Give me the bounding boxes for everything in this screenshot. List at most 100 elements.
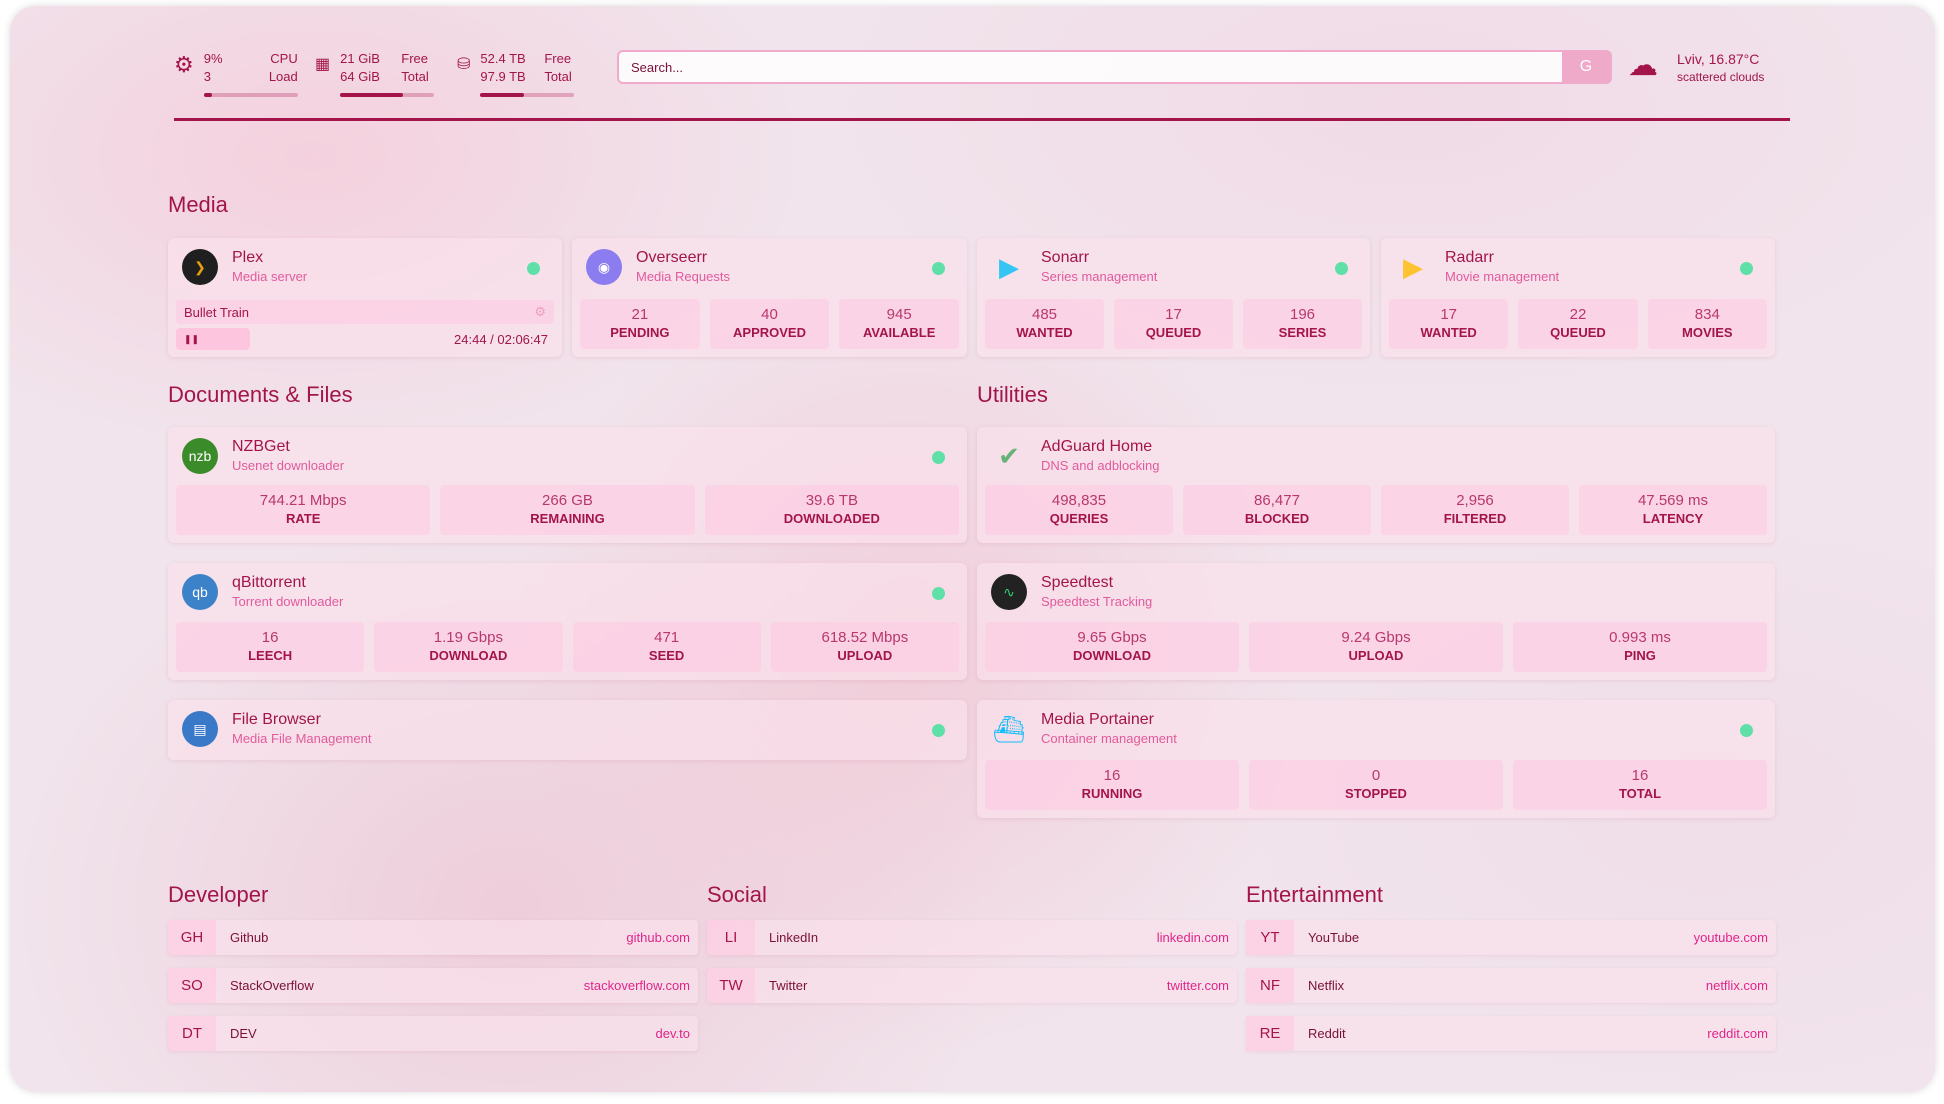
stat-label: PENDING xyxy=(610,325,670,340)
bookmark-stackoverflow[interactable]: SO StackOverflow stackoverflow.com xyxy=(168,968,698,1003)
plex-progress[interactable]: ❚❚ 24:44 / 02:06:47 xyxy=(176,328,554,350)
stat-label: UPLOAD xyxy=(837,648,893,663)
bookmark-reddit[interactable]: RE Reddit reddit.com xyxy=(1246,1016,1776,1051)
portainer-description: Container management xyxy=(1041,731,1177,746)
bookmark-url[interactable]: linkedin.com xyxy=(1156,930,1229,945)
adguard-stat-blocked: 86,477 BLOCKED xyxy=(1183,485,1371,535)
adguard-card[interactable]: ✔ AdGuard Home DNS and adblocking 498,835 QU… xyxy=(977,427,1775,543)
bookmark-github[interactable]: GH Github github.com xyxy=(168,920,698,955)
bookmark-url[interactable]: github.com xyxy=(626,930,690,945)
overseerr-name: Overseerr xyxy=(636,249,708,266)
stat-value: 9.24 Gbps xyxy=(1341,629,1411,646)
qbittorrent-header: qb qBittorrent Torrent downloader xyxy=(182,573,343,611)
stat-value: 0 xyxy=(1371,767,1381,784)
stat-value: 16 xyxy=(1103,767,1121,784)
bookmark-netflix[interactable]: NF Netflix netflix.com xyxy=(1246,968,1776,1003)
cpu-load-label: Load xyxy=(268,69,298,84)
stat-value: 40 xyxy=(761,306,778,323)
sonarr-stats: 485 WANTED 17 QUEUED 196 SERIES xyxy=(985,299,1362,349)
memory-total: 64 GiB xyxy=(340,69,380,84)
disk-total: 97.9 TB xyxy=(480,69,526,84)
adguard-header: ✔ AdGuard Home DNS and adblocking xyxy=(991,437,1159,475)
nzbget-stat-remaining: 266 GB REMAINING xyxy=(440,485,695,535)
portainer-status-dot xyxy=(1740,724,1753,737)
bookmark-youtube[interactable]: YT YouTube youtube.com xyxy=(1246,920,1776,955)
stat-value: 86,477 xyxy=(1254,492,1300,509)
overseerr-stat-available: 945 AVAILABLE xyxy=(839,299,960,349)
filebrowser-card[interactable]: ▤ File Browser Media File Management xyxy=(168,700,967,760)
sonarr-card[interactable]: ▶ Sonarr Series management 485 WANTED 17 QUEUE… xyxy=(977,238,1370,357)
plex-now-playing[interactable]: Bullet Train ⚙ xyxy=(176,300,554,324)
radarr-card[interactable]: ▶ Radarr Movie management 17 WANTED 22 QUEUED 8… xyxy=(1381,238,1775,357)
portainer-title-block: Media Portainer Container management xyxy=(1041,710,1177,748)
adguard-stat-latency: 47.569 ms LATENCY xyxy=(1579,485,1767,535)
bookmark-url[interactable]: netflix.com xyxy=(1705,978,1768,993)
bookmark-linkedin[interactable]: LI LinkedIn linkedin.com xyxy=(707,920,1237,955)
bookmark-url[interactable]: twitter.com xyxy=(1166,978,1229,993)
radarr-description: Movie management xyxy=(1445,269,1560,284)
speedtest-description: Speedtest Tracking xyxy=(1041,594,1153,609)
memory-used: 21 GiB xyxy=(340,51,380,66)
overseerr-card[interactable]: ◉ Overseerr Media Requests 21 PENDING 40 APPRO… xyxy=(572,238,967,357)
memory-widget: ▦ 21 GiB Free 64 GiB Total xyxy=(315,51,435,97)
stat-label: RUNNING xyxy=(1081,786,1143,801)
radarr-icon: ▶ xyxy=(1403,251,1423,282)
bookmark-url[interactable]: reddit.com xyxy=(1707,1026,1768,1041)
sonarr-title-block: Sonarr Series management xyxy=(1041,248,1157,286)
stat-value: 16 xyxy=(1631,767,1649,784)
overseerr-description: Media Requests xyxy=(636,269,730,284)
bookmark-abbr: DT xyxy=(168,1016,216,1051)
adguard-stat-queries: 498,835 QUERIES xyxy=(985,485,1173,535)
bookmark-abbr: NF xyxy=(1246,968,1294,1003)
settings-icon[interactable]: ⚙ xyxy=(534,304,546,319)
stat-value: 744.21 Mbps xyxy=(259,492,347,509)
weather-widget[interactable]: Lviv, 16.87°C scattered clouds xyxy=(1677,50,1764,86)
stat-label: RATE xyxy=(285,511,321,526)
bookmark-abbr: LI xyxy=(707,920,755,955)
cpu-label: CPU xyxy=(270,51,298,66)
stat-label: REMAINING xyxy=(530,511,605,526)
qbittorrent-stat-seed: 471 SEED xyxy=(572,622,761,672)
stat-value: 945 xyxy=(886,306,912,323)
bookmark-url[interactable]: youtube.com xyxy=(1693,930,1768,945)
filebrowser-title-block: File Browser Media File Management xyxy=(232,710,371,748)
homepage-dashboard: ⚙ 9% CPU 3 Load ▦ 21 GiB Free 64 GiB Total ⛁ 5… xyxy=(10,6,1935,1092)
nzbget-card[interactable]: nzb NZBGet Usenet downloader 744.21 Mbps RAT… xyxy=(168,427,967,543)
sonarr-name: Sonarr xyxy=(1041,249,1090,266)
speedtest-header: ∿ Speedtest Speedtest Tracking xyxy=(991,573,1152,611)
disk-widget: ⛁ 52.4 TB Free 97.9 TB Total xyxy=(457,51,575,97)
playback-time: 24:44 / 02:06:47 xyxy=(454,331,548,347)
stat-label: PING xyxy=(1624,648,1656,663)
speedtest-stats: 9.65 Gbps DOWNLOAD 9.24 Gbps UPLOAD 0.993 ms… xyxy=(985,622,1767,672)
bookmark-abbr: SO xyxy=(168,968,216,1003)
qbittorrent-card[interactable]: qb qBittorrent Torrent downloader 16 LEECH 1.… xyxy=(168,563,967,680)
bookmark-url[interactable]: dev.to xyxy=(655,1026,690,1041)
stat-label: SEED xyxy=(648,648,685,663)
plex-name: Plex xyxy=(232,249,264,266)
overseerr-stat-pending: 21 PENDING xyxy=(580,299,700,349)
bookmark-twitter[interactable]: TW Twitter twitter.com xyxy=(707,968,1237,1003)
bookmark-dev[interactable]: DT DEV dev.to xyxy=(168,1016,698,1051)
bookmark-url[interactable]: stackoverflow.com xyxy=(583,978,690,993)
stat-label: LATENCY xyxy=(1642,511,1704,526)
adguard-stat-filtered: 2,956 FILTERED xyxy=(1381,485,1569,535)
filebrowser-description: Media File Management xyxy=(232,731,372,746)
search-engine-button[interactable]: G xyxy=(1562,52,1610,82)
adguard-icon: ✔ xyxy=(998,440,1020,471)
stat-label: DOWNLOADED xyxy=(783,511,880,526)
stat-label: WANTED xyxy=(1420,325,1477,340)
portainer-card[interactable]: ⛴ Media Portainer Container management 16 RU… xyxy=(977,700,1775,818)
pause-icon[interactable]: ❚❚ xyxy=(184,333,200,344)
stat-value: 17 xyxy=(1165,306,1182,323)
nzbget-icon: nzb xyxy=(182,438,218,474)
bookmark-name: Netflix xyxy=(1308,978,1345,993)
search-input[interactable]: Search... G xyxy=(617,50,1612,84)
stat-label: QUERIES xyxy=(1049,511,1109,526)
stat-label: QUEUED xyxy=(1550,325,1606,340)
portainer-stat-total: 16 TOTAL xyxy=(1513,760,1767,810)
stat-value: 498,835 xyxy=(1051,492,1107,509)
plex-card[interactable]: ❯ Plex Media server Bullet Train ⚙ ❚❚ 24:44 / … xyxy=(168,238,562,357)
overseerr-title-block: Overseerr Media Requests xyxy=(636,248,730,286)
speedtest-card[interactable]: ∿ Speedtest Speedtest Tracking 9.65 Gbps DOW… xyxy=(977,563,1775,680)
bookmark-name: Reddit xyxy=(1308,1026,1346,1041)
